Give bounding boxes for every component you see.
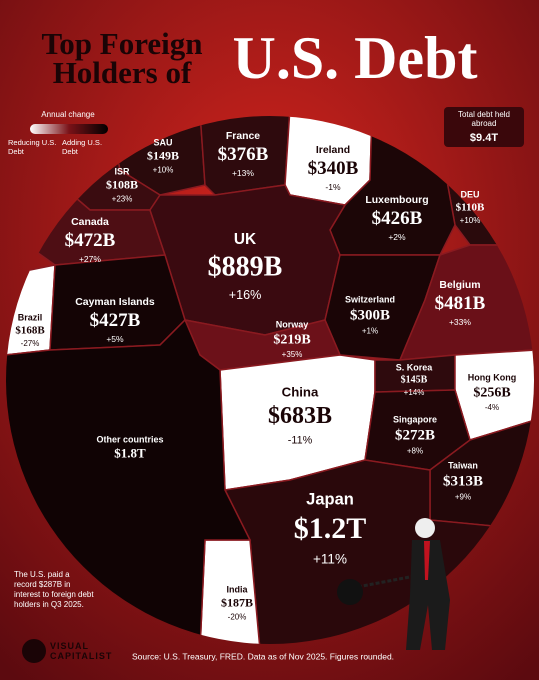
cell-name: Taiwan [448,460,478,470]
cell-name: Ireland [316,145,350,156]
cell-value: $300B [350,307,390,323]
label-group: SAU $149B +10% ISR $108B +23% France $376B +13% I… [15,131,516,622]
cell-value: $481B [435,293,486,314]
cell-value: $1.8T [114,445,146,460]
cell-name: France [226,131,260,142]
cell-change: +11% [313,551,347,566]
brand: VISUAL CAPITALIST [50,641,111,661]
cell-change: +13% [232,168,254,178]
legend-title: Annual change [41,110,95,119]
cell-name: Belgium [439,280,480,291]
cell-change: +14% [404,388,425,397]
title-line: Top Foreign [41,26,202,61]
cell-change: +2% [388,232,406,242]
cell-change: -27% [21,339,40,348]
cell-change: -11% [288,435,313,447]
cell-change: +1% [362,326,378,335]
cell-value: $426B [372,208,423,229]
cell-value: $256B [473,385,510,400]
cell-name: Brazil [18,312,43,322]
cell-change: +5% [106,334,124,344]
legend-low: Reducing U.S. Debt [8,138,56,156]
cell-value: $472B [65,230,116,251]
total-box [444,107,524,147]
cell-value: $187B [221,596,253,610]
cell-value: $110B [456,202,485,214]
legend-high: Adding U.S. Debt [62,138,102,156]
cell [374,354,456,393]
cell-value: $145B [401,375,428,386]
cell-change: +27% [79,254,101,264]
ball [337,579,363,605]
cell-group [6,116,534,644]
cell-name: Japan [306,490,354,508]
cell-name: Other countries [96,434,163,444]
cell-change: +10% [153,166,174,175]
cell-change: +16% [229,288,262,302]
cell-name: Canada [71,217,109,228]
cell-value: $149B [147,149,179,163]
cell-name: China [282,384,319,399]
cell-change: -4% [485,403,499,412]
cell-name: Switzerland [345,294,395,304]
figure [337,518,450,650]
cell-name: DEU [460,189,479,199]
cell-change: +9% [455,492,471,501]
cell-change: -20% [228,613,247,622]
cell-change: +10% [460,216,481,225]
cell-change: -1% [325,182,341,192]
body [406,540,450,650]
total-label: Total debt held abroad [458,110,510,128]
cell-name: UK [234,231,256,248]
cell-change: +23% [112,195,133,204]
cell-name: Hong Kong [468,372,517,382]
total-value: $9.4T [470,132,498,144]
source: Source: U.S. Treasury, FRED. Data as of … [132,651,394,661]
cell-name: Cayman Islands [75,297,155,308]
cell-value: $1.2T [294,512,367,545]
cell-name: SAU [153,137,172,147]
cell-value: $376B [218,144,269,165]
tie [424,541,430,580]
cell-change: +8% [407,446,423,455]
title-line: U.S. Debt [232,25,477,91]
note: The U.S. paid a record $287B in interest… [14,570,94,609]
cell-value: $427B [90,310,141,331]
head [415,518,435,538]
logo [22,639,46,663]
legend-scale [30,124,108,134]
cell-value: $272B [395,427,435,443]
cell-value: $108B [106,178,138,192]
cell-name: ISR [114,166,130,176]
cell-name: Norway [276,319,309,329]
cell-change: +33% [449,317,471,327]
cell-value: $340B [308,158,359,179]
cell-value: $683B [268,403,332,429]
chain [351,573,421,590]
cell-value: $168B [15,325,45,337]
cell-name: S. Korea [396,362,434,372]
cell-value: $313B [443,473,483,489]
cell-name: Singapore [393,414,437,424]
cell-name: Luxembourg [365,195,428,206]
cell-change: +35% [282,350,303,359]
title-line: Holders of [53,55,192,90]
cell-value: $219B [273,332,310,347]
cell-value: $889B [208,251,283,282]
cell-name: India [226,584,248,594]
